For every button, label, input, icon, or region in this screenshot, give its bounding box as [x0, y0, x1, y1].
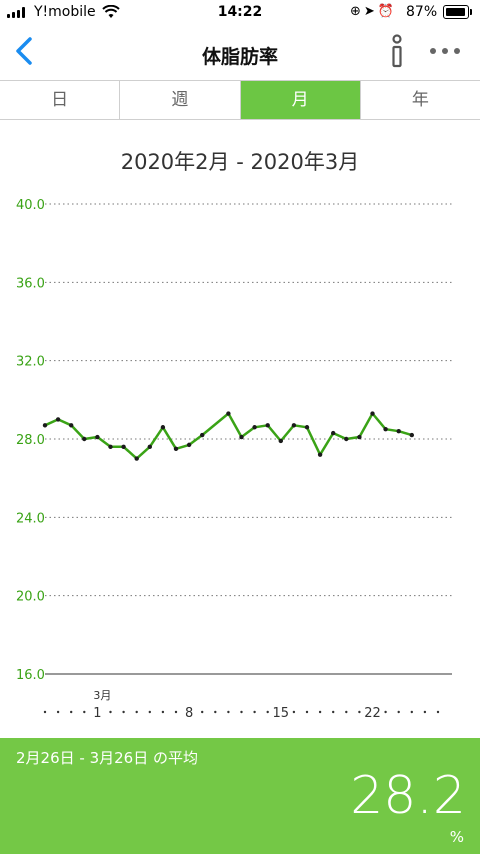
data-point	[160, 425, 166, 430]
date-range-title: 2020年2月 - 2020年3月	[120, 150, 360, 174]
body-fat-line-chart: 40.0 36.0 32.0 28.0 24.0 20.0 16.0 1 3月 8 15 22	[16, 198, 452, 721]
tab-day[interactable]: 日	[0, 81, 121, 119]
data-point	[344, 436, 349, 442]
period-tabs: 日 週 月 年	[0, 81, 480, 120]
average-label: 2月26日 - 3月26日 の平均	[16, 749, 198, 767]
signal-icon	[7, 6, 25, 18]
series-line	[44, 412, 413, 460]
y-tick-label: 16.0	[16, 668, 45, 683]
x-month-label: 3月	[93, 689, 111, 702]
status-icons: ⊕➤⏰	[350, 4, 397, 19]
x-axis-dot	[384, 710, 387, 714]
x-axis-dot	[43, 710, 47, 714]
data-point	[239, 434, 244, 440]
data-point	[200, 432, 205, 438]
average-value: 28.2	[350, 766, 466, 826]
y-tick-label: 28.0	[16, 433, 45, 448]
data-point	[278, 438, 283, 444]
y-tick-label: 20.0	[16, 590, 45, 605]
data-point	[82, 436, 87, 442]
x-axis-dot	[292, 710, 296, 714]
nav-bar: 体脂肪率	[0, 26, 480, 81]
data-point	[173, 446, 179, 451]
x-axis-dot	[161, 710, 165, 714]
x-axis-dot	[305, 710, 309, 714]
tab-year[interactable]: 年	[411, 90, 429, 110]
x-axis-dot	[70, 710, 73, 714]
data-point	[42, 423, 48, 428]
data-point	[317, 452, 323, 457]
x-tick-label: 22	[364, 706, 381, 721]
clock: 14:22	[217, 4, 263, 20]
data-point	[396, 428, 401, 434]
x-axis-dot	[318, 710, 322, 714]
x-axis-dot	[423, 710, 427, 714]
location-icon: ➤	[363, 4, 378, 19]
rotation-lock-icon: ⊕	[350, 4, 364, 19]
x-axis-dot	[201, 710, 204, 714]
battery-icon	[443, 5, 472, 19]
data-point	[121, 444, 126, 450]
average-panel: 2月26日 - 3月26日 の平均 28.2 %	[0, 738, 480, 854]
data-point	[252, 425, 257, 430]
x-axis-dot	[135, 710, 138, 714]
x-axis-dot	[397, 710, 400, 714]
data-point	[409, 432, 414, 438]
x-axis-dot	[148, 710, 151, 714]
x-tick-label: 8	[185, 706, 193, 721]
tab-week[interactable]: 週	[120, 81, 241, 119]
data-point	[147, 444, 152, 450]
y-tick-label: 36.0	[16, 276, 45, 291]
data-point	[69, 423, 74, 428]
x-axis-dot	[358, 710, 361, 714]
x-axis-dot	[227, 710, 230, 714]
alarm-icon: ⏰	[377, 4, 397, 19]
y-tick-label: 24.0	[16, 511, 45, 526]
wifi-icon	[102, 5, 120, 18]
x-axis-dot	[240, 710, 243, 714]
x-axis-dot	[174, 710, 178, 714]
x-axis-dot	[436, 710, 440, 714]
data-point	[95, 434, 100, 440]
carrier-label: Y!mobile	[34, 4, 96, 20]
data-point	[370, 411, 375, 416]
x-axis-dot	[214, 710, 217, 714]
x-axis-dot	[56, 710, 60, 714]
data-point	[108, 444, 113, 450]
data-point	[331, 430, 336, 436]
x-axis-dot	[122, 710, 125, 714]
x-axis-dot	[410, 710, 413, 714]
x-axis-dot	[83, 710, 86, 714]
battery-percent: 87%	[406, 4, 438, 20]
more-options-icon[interactable]	[430, 48, 460, 54]
info-icon[interactable]	[386, 34, 408, 68]
data-point	[291, 423, 297, 428]
x-axis-dot	[266, 710, 269, 714]
page-title: 体脂肪率	[201, 46, 278, 68]
data-point	[134, 456, 139, 461]
data-point	[304, 425, 310, 430]
x-axis-dot	[345, 710, 348, 714]
x-axis-dot	[253, 710, 256, 714]
data-point	[383, 427, 388, 432]
y-tick-label: 40.0	[16, 198, 45, 213]
data-point	[55, 417, 61, 422]
data-point	[186, 442, 192, 448]
back-chevron-icon[interactable]	[12, 36, 36, 66]
y-tick-label: 32.0	[16, 355, 45, 370]
x-tick-label: 1	[93, 706, 101, 721]
status-bar: Y!mobile 14:22 ⊕➤⏰ 87%	[0, 0, 480, 26]
data-point	[265, 423, 270, 428]
x-axis-dot	[109, 710, 112, 714]
x-tick-label: 15	[273, 706, 290, 721]
x-axis-dot	[332, 710, 335, 714]
tab-month[interactable]: 月	[240, 81, 361, 119]
data-point	[226, 411, 231, 416]
data-point	[357, 434, 362, 440]
average-unit: %	[449, 828, 464, 846]
